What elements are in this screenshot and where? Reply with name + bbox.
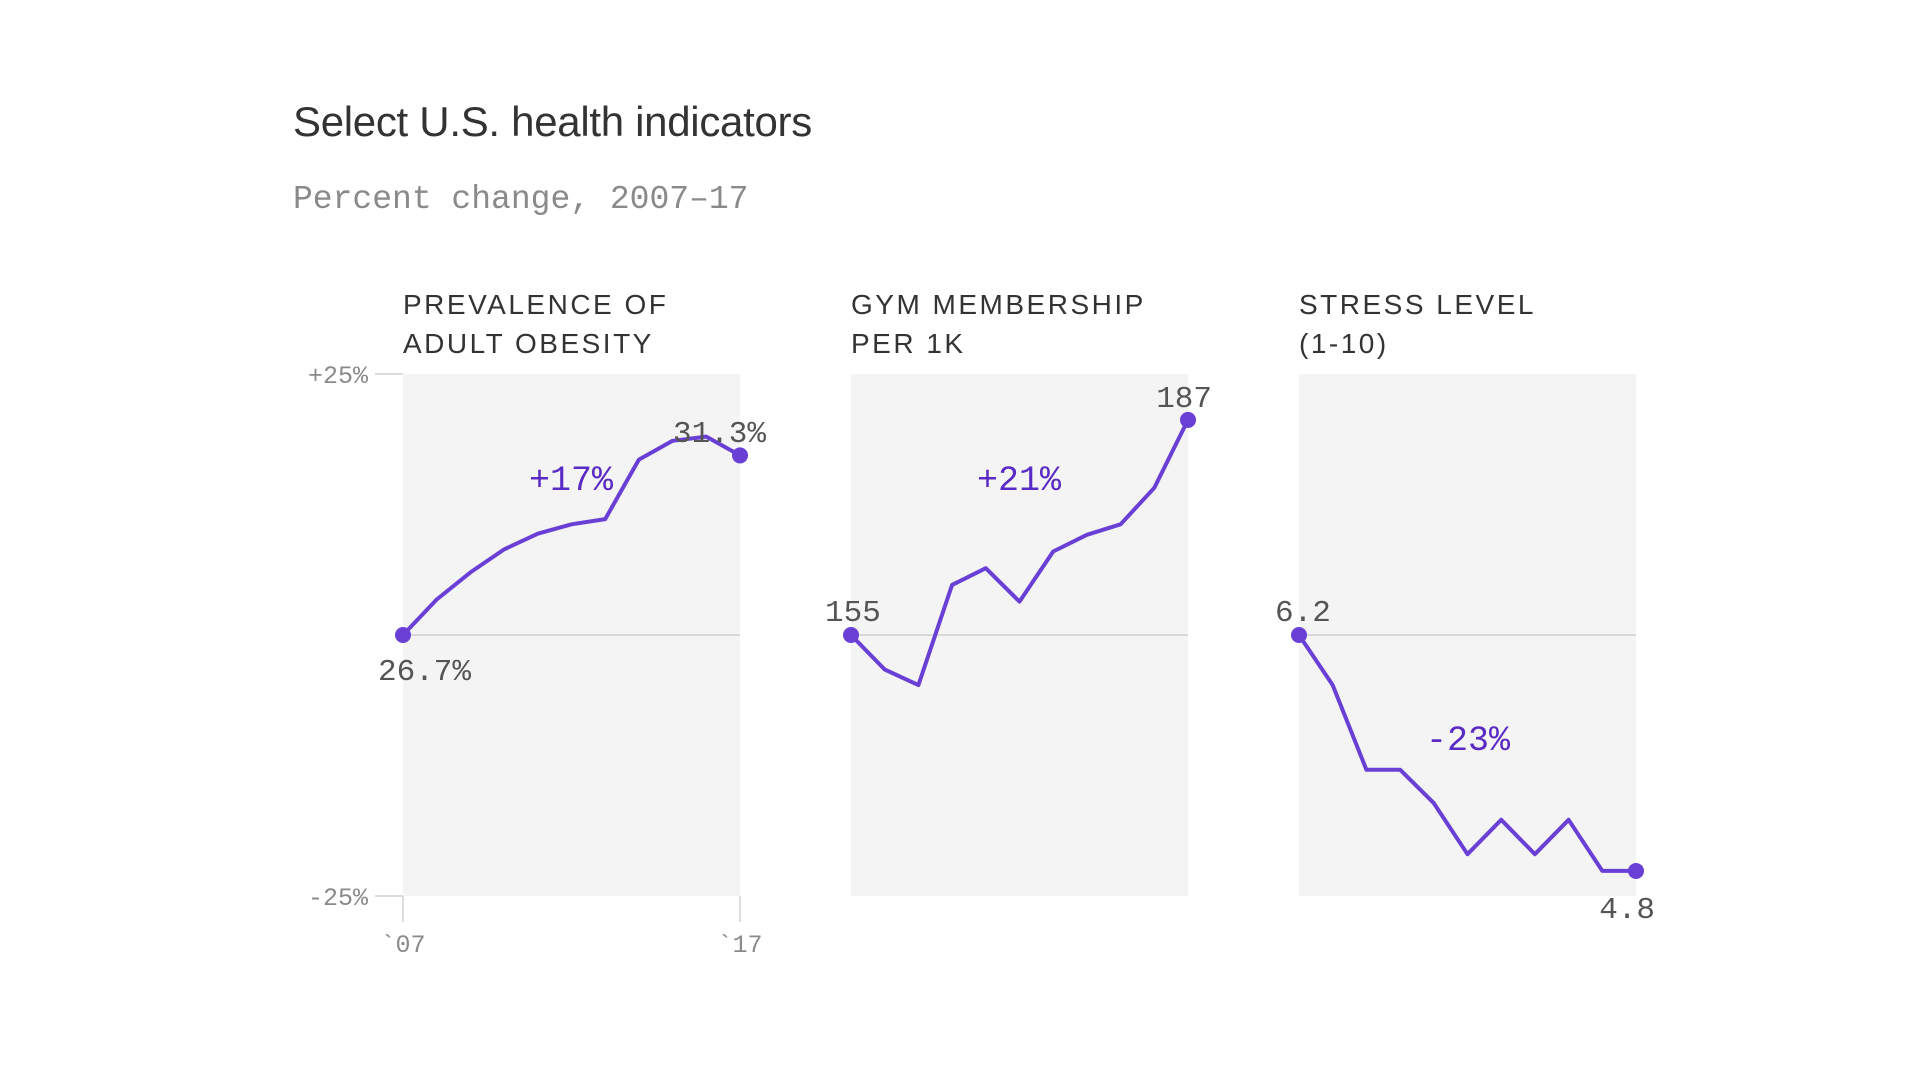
panel-1-xtick-label-start: `07 [380, 931, 425, 960]
panel-2-start-label: 155 [825, 596, 881, 631]
panel-1-ytick-label-bottom: -25% [308, 884, 369, 913]
panel-2-end-point [1180, 411, 1196, 428]
panel-2-change-label: +21% [977, 461, 1062, 501]
panel-3-title-line-2: (1-10) [1299, 328, 1389, 359]
panel-3-series-line [1297, 633, 1638, 873]
panel-1-ytick-label-top: +25% [308, 362, 369, 391]
chart-title: Select U.S. health indicators [293, 98, 812, 145]
panel-1-change-label: +17% [529, 461, 614, 501]
panel-2-title-line-1: GYM MEMBERSHIP [851, 289, 1146, 320]
panel-2-title-line-2: PER 1K [851, 328, 966, 359]
panel-1-series-line [401, 434, 742, 637]
panel-3-end-point [1628, 862, 1644, 879]
chart-subtitle: Percent change, 2007–17 [293, 181, 749, 218]
panel-3-start-point [1291, 627, 1307, 643]
panel-3-end-label: 4.8 [1599, 893, 1655, 928]
panel-1-title-line-2: ADULT OBESITY [403, 328, 654, 359]
panel-1-end-point [732, 447, 748, 464]
panel-1-title-line-1: PREVALENCE OF [403, 289, 668, 320]
panel-1-end-label: 31.3% [673, 417, 766, 452]
panel-3-title-line-1: STRESS LEVEL [1299, 289, 1536, 320]
panel-2-start-point [843, 627, 859, 643]
panel-1-start-label: 26.7% [378, 655, 471, 690]
panel-3-change-label: -23% [1426, 721, 1511, 761]
panel-2-series-line [849, 417, 1190, 688]
panel-1-xtick-label-end: `17 [717, 931, 762, 960]
panel-3-start-label: 6.2 [1275, 596, 1331, 631]
panel-2-end-label: 187 [1156, 382, 1212, 417]
panel-1-start-point [395, 627, 411, 643]
